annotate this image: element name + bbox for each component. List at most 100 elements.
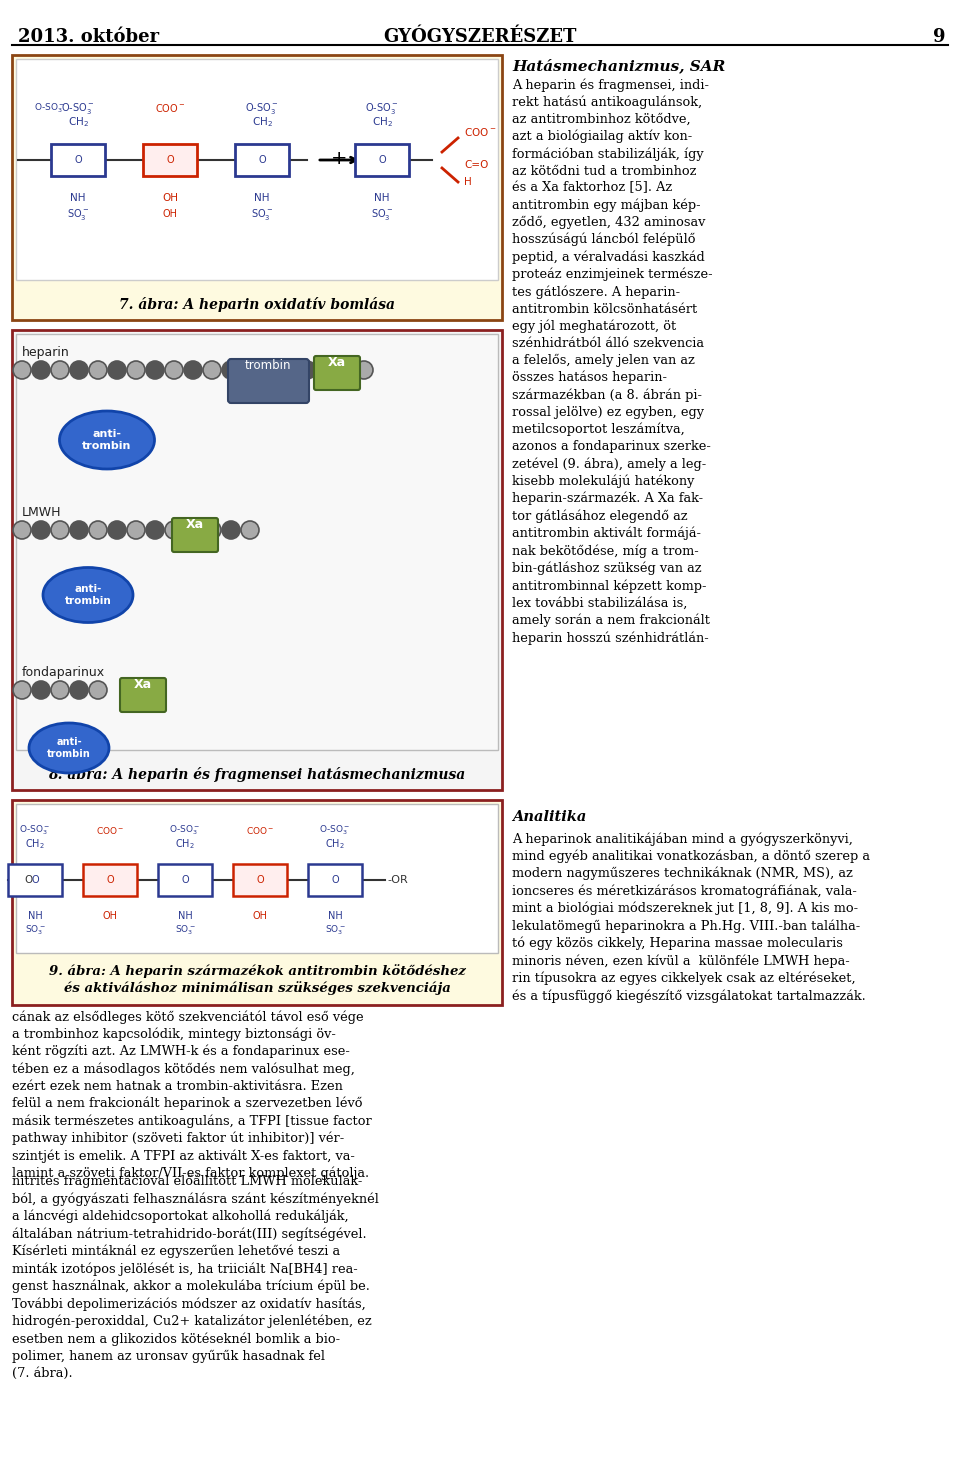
Circle shape xyxy=(51,361,69,379)
FancyBboxPatch shape xyxy=(228,360,309,402)
Bar xyxy=(83,864,137,896)
Circle shape xyxy=(108,520,126,539)
Text: CH$_2$: CH$_2$ xyxy=(25,837,45,850)
Text: OH: OH xyxy=(103,911,117,921)
Text: A heparin és fragmensei, indi-
rekt hatású antikoagulánsok,
az antitrombinhoz kö: A heparin és fragmensei, indi- rekt hatá… xyxy=(512,78,712,644)
Text: OH: OH xyxy=(162,193,178,203)
Circle shape xyxy=(241,361,259,379)
Text: trombin: trombin xyxy=(245,358,291,371)
Text: Analitika: Analitika xyxy=(512,811,587,824)
Text: O: O xyxy=(24,876,33,884)
Bar xyxy=(233,864,287,896)
Text: NH: NH xyxy=(28,911,42,921)
Circle shape xyxy=(336,361,354,379)
Ellipse shape xyxy=(29,724,109,772)
Text: O-SO$_3^-$: O-SO$_3^-$ xyxy=(170,824,201,837)
Text: O: O xyxy=(31,876,38,884)
Text: O: O xyxy=(378,155,386,165)
Text: H: H xyxy=(464,177,471,187)
Text: CH$_2$: CH$_2$ xyxy=(325,837,345,850)
Text: O: O xyxy=(331,876,339,884)
Text: heparin: heparin xyxy=(22,345,70,358)
Circle shape xyxy=(32,520,50,539)
Text: GYÓGYSZERÉSZET: GYÓGYSZERÉSZET xyxy=(383,28,577,46)
Text: O: O xyxy=(181,876,189,884)
Text: NH: NH xyxy=(254,193,270,203)
Circle shape xyxy=(317,361,335,379)
Bar xyxy=(355,144,409,175)
Bar xyxy=(143,144,197,175)
Text: anti-
trombin: anti- trombin xyxy=(47,737,91,759)
Text: LMWH: LMWH xyxy=(22,506,61,519)
Circle shape xyxy=(279,361,297,379)
Circle shape xyxy=(165,520,183,539)
Text: O: O xyxy=(107,876,114,884)
Circle shape xyxy=(222,361,240,379)
Text: +: + xyxy=(331,149,348,168)
Text: O-SO$_3^-$: O-SO$_3^-$ xyxy=(61,100,95,115)
Ellipse shape xyxy=(43,567,133,622)
Text: SO$_3^-$: SO$_3^-$ xyxy=(251,206,274,221)
Circle shape xyxy=(13,681,31,699)
Text: anti-
trombin: anti- trombin xyxy=(83,429,132,451)
Text: NH: NH xyxy=(70,193,85,203)
Text: O: O xyxy=(74,155,82,165)
Text: 9. ábra: A heparin származékok antitrombin kötődéshez
és aktiváláshoz minimálisa: 9. ábra: A heparin származékok antitromb… xyxy=(49,964,466,995)
Text: NH: NH xyxy=(178,911,192,921)
Circle shape xyxy=(165,361,183,379)
Text: Xa: Xa xyxy=(186,517,204,531)
Text: O: O xyxy=(258,155,266,165)
Circle shape xyxy=(51,681,69,699)
Text: 9: 9 xyxy=(932,28,945,46)
Text: A heparinok analitikájában mind a gyógyszerkönyvi,
mind egyéb analitikai vonatko: A heparinok analitikájában mind a gyógys… xyxy=(512,831,870,1002)
FancyBboxPatch shape xyxy=(314,357,360,391)
Text: OH: OH xyxy=(252,911,268,921)
Text: OH: OH xyxy=(162,209,178,220)
Bar xyxy=(51,144,105,175)
Circle shape xyxy=(127,520,145,539)
Text: COO$^-$: COO$^-$ xyxy=(155,102,185,113)
Text: SO$_3^-$: SO$_3^-$ xyxy=(175,923,196,937)
Circle shape xyxy=(127,361,145,379)
Circle shape xyxy=(32,681,50,699)
FancyBboxPatch shape xyxy=(120,678,166,712)
FancyBboxPatch shape xyxy=(16,59,498,280)
Text: NH: NH xyxy=(374,193,390,203)
Text: 8. ábra: A heparin és fragmensei hatásmechanizmusa: 8. ábra: A heparin és fragmensei hatásme… xyxy=(48,766,466,783)
Circle shape xyxy=(184,520,202,539)
Text: O: O xyxy=(256,876,264,884)
Text: CH$_2$: CH$_2$ xyxy=(252,115,273,128)
Bar xyxy=(8,864,62,896)
Bar xyxy=(235,144,289,175)
Bar xyxy=(158,864,212,896)
Text: O-SO$_3^-$: O-SO$_3^-$ xyxy=(35,102,65,115)
Text: O-SO$_3^-$: O-SO$_3^-$ xyxy=(245,100,278,115)
Circle shape xyxy=(222,520,240,539)
Text: O: O xyxy=(166,155,174,165)
Text: SO$_3^-$: SO$_3^-$ xyxy=(371,206,394,221)
Text: COO$^-$: COO$^-$ xyxy=(464,125,496,139)
Circle shape xyxy=(146,361,164,379)
Circle shape xyxy=(89,681,107,699)
Text: SO$_3^-$: SO$_3^-$ xyxy=(67,206,89,221)
Circle shape xyxy=(146,520,164,539)
Circle shape xyxy=(32,361,50,379)
Circle shape xyxy=(51,520,69,539)
Circle shape xyxy=(203,520,221,539)
Circle shape xyxy=(13,361,31,379)
Circle shape xyxy=(298,361,316,379)
Text: CH$_2$: CH$_2$ xyxy=(67,115,88,128)
Text: NH: NH xyxy=(327,911,343,921)
Circle shape xyxy=(260,361,278,379)
Circle shape xyxy=(70,361,88,379)
FancyBboxPatch shape xyxy=(172,517,218,551)
Circle shape xyxy=(89,520,107,539)
Text: C=O: C=O xyxy=(464,161,489,170)
Text: COO$^-$: COO$^-$ xyxy=(96,824,124,836)
Circle shape xyxy=(89,361,107,379)
Text: O-SO$_3^-$: O-SO$_3^-$ xyxy=(19,824,51,837)
Circle shape xyxy=(13,520,31,539)
Circle shape xyxy=(241,520,259,539)
FancyBboxPatch shape xyxy=(16,335,498,750)
Circle shape xyxy=(184,361,202,379)
